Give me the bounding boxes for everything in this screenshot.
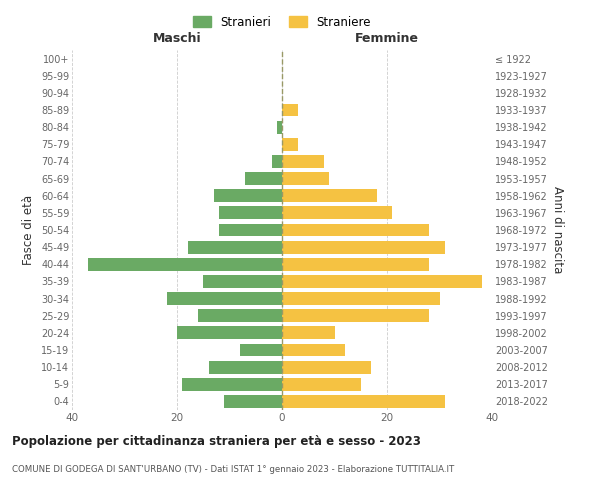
Bar (203, 275, 282, 288)
Bar (187, 240, 282, 254)
Bar (209, 360, 282, 374)
Bar (219, 206, 282, 220)
Y-axis label: Fasce di età: Fasce di età (22, 195, 35, 265)
Bar (198, 310, 282, 322)
Bar (167, 292, 282, 305)
Bar (282, 258, 429, 270)
Text: Maschi: Maschi (152, 32, 202, 45)
Bar (282, 395, 445, 408)
Bar (282, 240, 445, 254)
Bar (177, 326, 282, 340)
Bar (282, 190, 377, 202)
Bar (282, 104, 298, 117)
Bar (88, 258, 282, 270)
Bar (282, 206, 392, 220)
Bar (219, 224, 282, 236)
Bar (282, 138, 298, 150)
Y-axis label: Anni di nascita: Anni di nascita (551, 186, 565, 274)
Bar (240, 344, 282, 356)
Bar (277, 120, 282, 134)
Bar (182, 378, 282, 390)
Bar (224, 395, 282, 408)
Text: COMUNE DI GODEGA DI SANT'URBANO (TV) - Dati ISTAT 1° gennaio 2023 - Elaborazione: COMUNE DI GODEGA DI SANT'URBANO (TV) - D… (12, 465, 454, 474)
Bar (282, 344, 345, 356)
Bar (282, 360, 371, 374)
Bar (282, 172, 329, 185)
Legend: Stranieri, Straniere: Stranieri, Straniere (188, 11, 376, 34)
Text: Femmine: Femmine (355, 32, 419, 45)
Bar (282, 275, 482, 288)
Text: Popolazione per cittadinanza straniera per età e sesso - 2023: Popolazione per cittadinanza straniera p… (12, 435, 421, 448)
Bar (282, 378, 361, 390)
Bar (214, 190, 282, 202)
Bar (245, 172, 282, 185)
Bar (282, 292, 439, 305)
Bar (282, 310, 429, 322)
Bar (271, 155, 282, 168)
Bar (282, 326, 335, 340)
Bar (282, 224, 429, 236)
Bar (282, 155, 324, 168)
